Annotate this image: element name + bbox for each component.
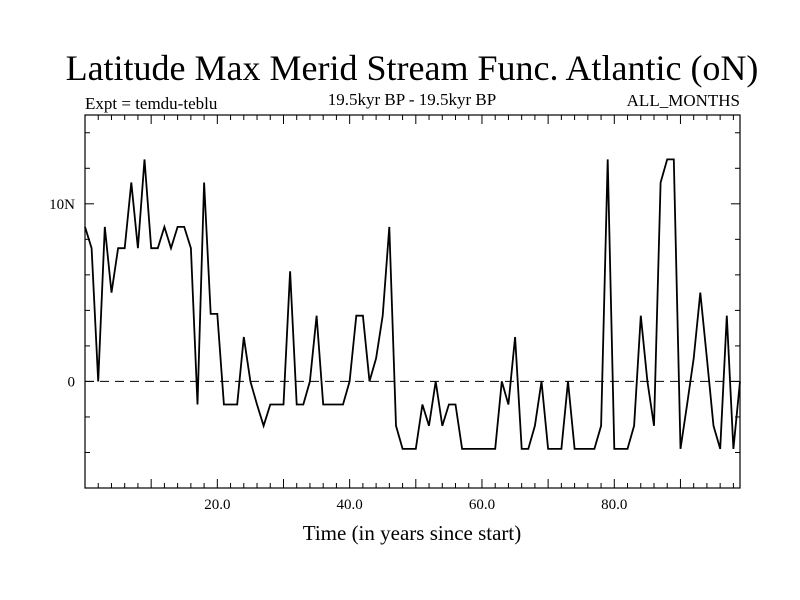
chart-title: Latitude Max Merid Stream Func. Atlantic… (66, 48, 759, 88)
expt-label: Expt = temdu-teblu (85, 94, 218, 113)
x-tick-label: 80.0 (601, 497, 627, 513)
x-tick-label: 40.0 (337, 497, 363, 513)
y-axis-ticks (85, 132, 740, 453)
months-label: ALL_MONTHS (627, 91, 740, 110)
series-line (84, 158, 741, 450)
y-tick-label: 0 (68, 374, 76, 390)
x-axis-label: Time (in years since start) (303, 521, 522, 545)
x-axis-tick-labels: 20.0 40.0 60.0 80.0 (204, 497, 627, 513)
x-tick-label: 20.0 (204, 497, 230, 513)
x-tick-label: 60.0 (469, 497, 495, 513)
y-axis-tick-labels: 0 10N (49, 197, 75, 391)
plot-frame (84, 114, 741, 489)
y-tick-label: 10N (49, 197, 75, 213)
series-group (84, 158, 741, 450)
period-label: 19.5kyr BP - 19.5kyr BP (328, 90, 496, 109)
x-axis-ticks (97, 115, 734, 488)
